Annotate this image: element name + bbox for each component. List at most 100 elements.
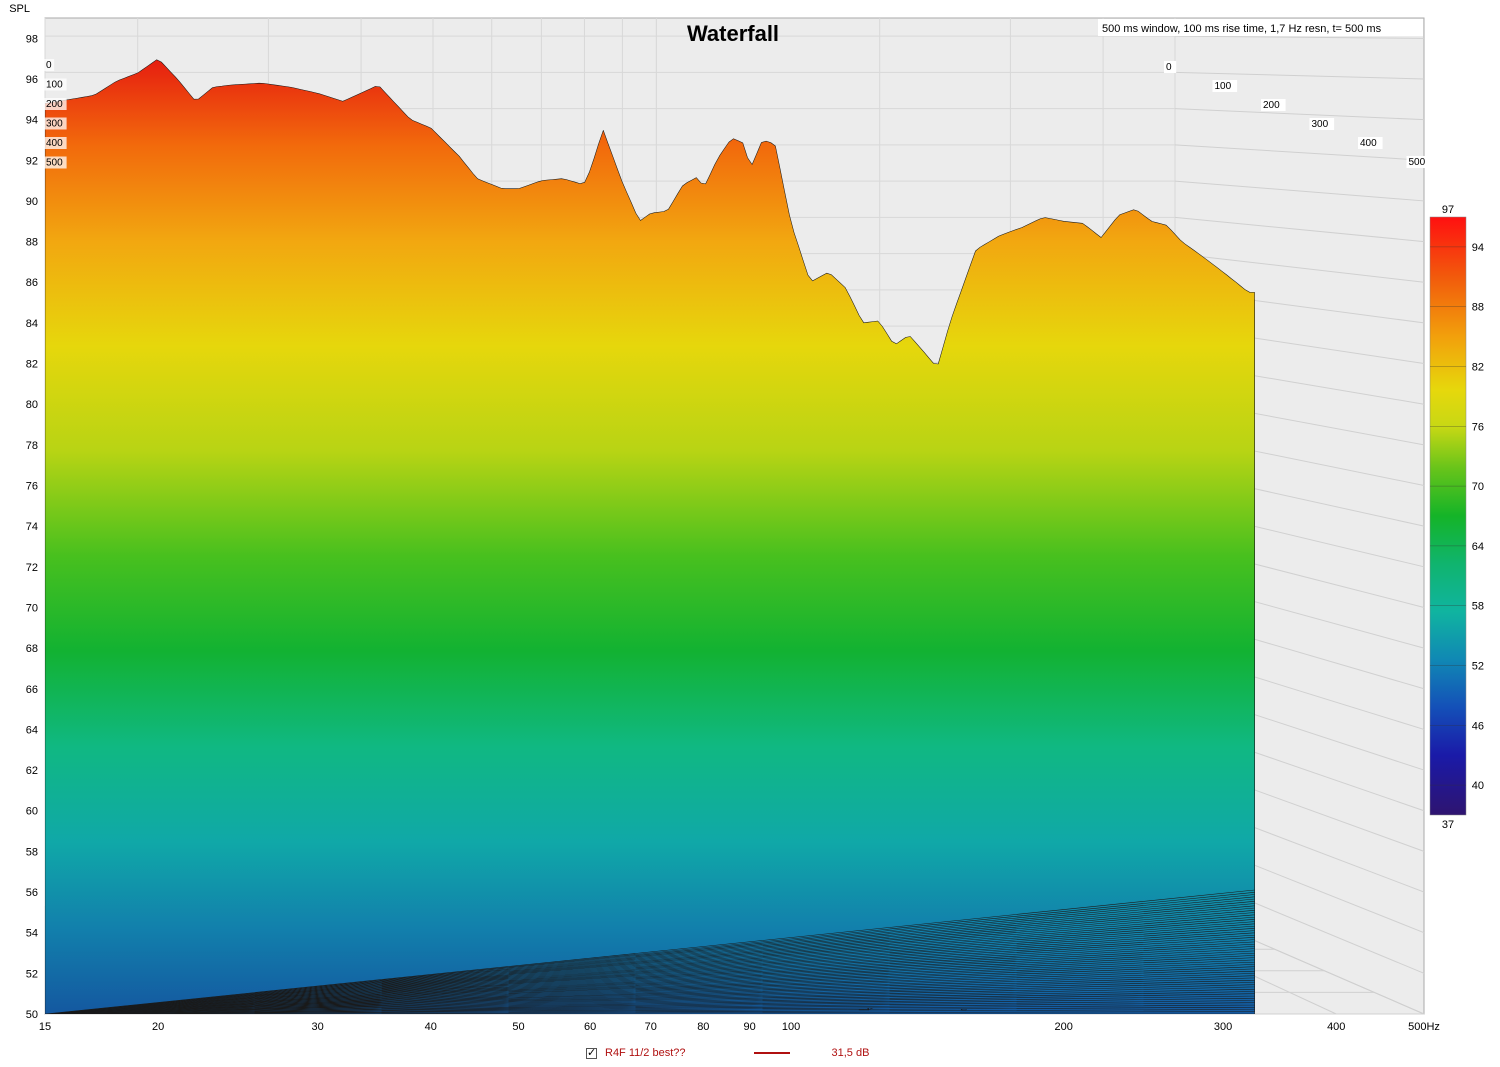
colorbar-min-label: 37 [1442, 819, 1454, 831]
side-grid-line [1174, 253, 1425, 283]
y-tick-label: 94 [26, 115, 38, 127]
side-grid-line [1174, 108, 1425, 121]
time-label-left: 100 [46, 80, 63, 91]
time-axis-left: 0 100 200 300 400 500 [44, 59, 67, 169]
side-grid-line [1174, 180, 1425, 202]
time-label-box [1309, 118, 1335, 130]
time-label-left: 400 [46, 138, 63, 149]
time-label-box [1261, 99, 1286, 111]
x-tick-label: 50 [512, 1021, 524, 1033]
time-label-right: 500 [1409, 157, 1426, 168]
waterfall-slice [45, 59, 1255, 1014]
legend-series-label: R4F 11/2 best?? [605, 1047, 686, 1059]
colorbar-ticks: 94 88 82 76 70 64 58 52 46 40 [1430, 242, 1484, 792]
x-tick-label: 400 [1327, 1021, 1345, 1033]
y-tick-label: 72 [26, 562, 38, 574]
time-label-box [1212, 80, 1238, 92]
y-tick-label: 76 [26, 481, 38, 493]
colorbar-tick-label: 88 [1472, 302, 1484, 314]
colorbar-tick-label: 64 [1472, 541, 1484, 553]
y-axis-label: SPL [9, 3, 30, 15]
legend-line-swatch [753, 1052, 790, 1054]
time-label-box [44, 117, 67, 130]
y-tick-label: 50 [26, 1009, 38, 1021]
y-tick-label: 52 [26, 968, 38, 980]
colorbar-tick-label: 46 [1472, 720, 1484, 732]
colorbar-tick-label: 70 [1472, 481, 1484, 493]
y-tick-label: 78 [26, 440, 38, 452]
time-label-box [1358, 137, 1383, 149]
x-tick-label: 500Hz [1408, 1021, 1440, 1033]
colorbar-tick-label: 40 [1472, 780, 1484, 792]
y-tick-label: 66 [26, 684, 38, 696]
colorbar-tick-label: 58 [1472, 601, 1484, 613]
y-tick-label: 60 [26, 806, 38, 818]
time-label-right: 0 [1166, 62, 1172, 73]
time-label-right: 100 [1215, 81, 1232, 92]
time-label-right: 200 [1263, 100, 1280, 111]
waterfall-surface [45, 59, 1255, 1014]
time-label-box [44, 78, 67, 91]
time-label-box [44, 156, 67, 169]
time-label-box [44, 137, 67, 149]
time-label-box [44, 98, 67, 110]
x-tick-label: 100 [782, 1021, 800, 1033]
y-tick-label: 74 [26, 521, 38, 533]
colorbar-tick-label: 52 [1472, 661, 1484, 673]
legend-checkbox[interactable] [586, 1046, 597, 1059]
legend-series-value: 31,5 dB [831, 1047, 870, 1059]
side-grid-line [1174, 35, 1425, 39]
time-label-right: 300 [1312, 119, 1329, 130]
y-axis: 50 52 54 56 58 60 62 64 66 68 70 72 74 76 78 80 82 84 86 88… [26, 33, 38, 1021]
time-label-right: 400 [1360, 138, 1377, 149]
chart-subtitle: 500 ms window, 100 ms rise time, 1,7 Hz … [1102, 23, 1382, 35]
y-tick-label: 64 [26, 724, 38, 736]
y-tick-label: 54 [26, 928, 38, 940]
side-grid-line [1174, 216, 1425, 243]
y-tick-label: 82 [26, 359, 38, 371]
y-tick-label: 70 [26, 602, 38, 614]
x-tick-label: 20 [152, 1021, 164, 1033]
colorbar [1429, 216, 1467, 816]
x-tick-label: 200 [1054, 1021, 1072, 1033]
time-label-box [44, 59, 55, 71]
x-tick-label: 80 [697, 1021, 709, 1033]
colorbar-max-label: 97 [1442, 204, 1454, 216]
y-tick-label: 92 [26, 155, 38, 167]
y-tick-label: 88 [26, 237, 38, 249]
time-label-left: 200 [46, 99, 63, 110]
time-label-box [1406, 156, 1432, 168]
y-tick-label: 84 [26, 318, 38, 330]
side-grid-line [1174, 71, 1425, 80]
time-label-left: 300 [46, 119, 63, 130]
time-label-left: 0 [46, 60, 52, 71]
side-grid-line [1174, 144, 1425, 161]
x-tick-label: 15 [39, 1021, 51, 1033]
y-tick-label: 98 [26, 33, 38, 45]
legend: R4F 11/2 best?? 31,5 dB [586, 1045, 869, 1061]
colorbar-tick-label: 94 [1472, 242, 1484, 254]
y-tick-label: 96 [26, 74, 38, 86]
time-label-box [1164, 61, 1177, 73]
subtitle-box [1098, 19, 1423, 36]
x-tick-label: 40 [425, 1021, 437, 1033]
y-tick-label: 86 [26, 277, 38, 289]
y-tick-label: 56 [26, 887, 38, 899]
time-label-left: 500 [46, 158, 63, 169]
y-tick-label: 90 [26, 196, 38, 208]
x-tick-label: 70 [645, 1021, 657, 1033]
x-tick-label: 300 [1214, 1021, 1232, 1033]
x-tick-label: 90 [744, 1021, 756, 1033]
chart-title: Waterfall [687, 21, 779, 46]
colorbar-tick-label: 76 [1472, 421, 1484, 433]
x-tick-label: 30 [311, 1021, 323, 1033]
y-tick-label: 62 [26, 765, 38, 777]
y-tick-label: 80 [26, 399, 38, 411]
y-tick-label: 68 [26, 643, 38, 655]
colorbar-tick-label: 82 [1472, 362, 1484, 374]
x-axis: 15 20 30 40 50 60 70 80 90 100 200 300 400 500Hz [39, 1021, 1440, 1033]
y-tick-label: 58 [26, 846, 38, 858]
time-axis-right: 0 100 200 300 400 500 [1164, 61, 1432, 168]
x-tick-label: 60 [584, 1021, 596, 1033]
